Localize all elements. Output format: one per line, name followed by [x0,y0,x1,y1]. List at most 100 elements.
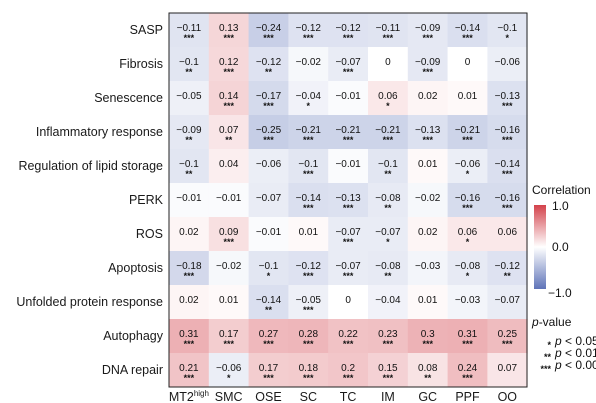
cell-value-label: 0.02 [418,91,438,102]
cell-value-label: −0.03 [455,295,481,306]
cell-significance-stars: *** [502,101,513,111]
heatmap-cell [288,217,329,252]
heatmap-cell [208,319,250,354]
row-label: PERK [129,193,164,207]
cell-value-label: 0.01 [299,227,319,238]
cell-significance-stars: *** [184,373,195,383]
heatmap-cell [328,81,369,116]
heatmap-cell [368,319,409,354]
pvalue-legend-title: p-value [531,315,572,329]
heatmap-cell [487,47,528,82]
heatmap-cell [208,149,250,184]
cell-value-label: −0.12 [335,23,361,34]
cell-significance-stars: *** [184,33,195,43]
heatmap-cell [288,251,329,286]
cell-significance-stars: *** [303,271,314,281]
heatmap-cell [328,13,369,48]
heatmap-cell [328,353,369,388]
heatmap-cell [288,13,329,48]
cell-significance-stars: *** [462,135,473,145]
column-label: PPF [455,390,480,403]
cell-value-label: 0 [345,295,351,306]
cell-significance-stars: *** [343,67,354,77]
heatmap-cell [288,183,329,218]
pvalue-threshold: p < 0.001 [554,358,596,372]
pvalue-threshold: p < 0.01 [554,346,596,360]
heatmap-cell [208,251,250,286]
cell-significance-stars: *** [422,33,433,43]
row-label: Unfolded protein response [16,295,163,309]
heatmap-cell [169,183,210,218]
heatmap-cell [447,251,488,286]
legend-title: Correlation [532,183,591,197]
heatmap-cell [487,217,528,252]
column-label: IM [381,390,395,403]
heatmap-cell [208,115,250,150]
heatmap-cell [447,13,488,48]
cell-value-label: 0.18 [299,363,319,374]
cell-significance-stars: *** [383,339,394,349]
heatmap-cell [487,81,528,116]
cell-significance-stars: *** [263,373,274,383]
column-label: TC [340,390,357,403]
heatmap-cell [288,81,329,116]
heatmap-cell [407,13,449,48]
cell-significance-stars: *** [263,135,274,145]
cell-significance-stars: *** [223,237,234,247]
heatmap-cell [328,285,369,320]
cell-value-label: −0.09 [415,23,441,34]
heatmap-cell [487,149,528,184]
column-label: SC [300,390,317,403]
heatmap-cell [208,81,250,116]
plot-frame [168,12,528,388]
cell-significance-stars: *** [303,33,314,43]
cell-significance-stars: *** [303,305,314,315]
cell-value-label: −0.06 [455,159,481,170]
cell-value-label: 0.12 [219,57,239,68]
cell-significance-stars: *** [343,339,354,349]
pvalue-stars: ** [544,352,552,362]
heatmap-cell [368,13,409,48]
heatmap-cell [487,319,528,354]
column-label: GC [418,390,437,403]
cell-significance-stars: *** [223,339,234,349]
cell-value-label: −0.13 [335,193,361,204]
heatmap-cell [248,251,289,286]
cell-significance-stars: * [307,101,311,111]
cell-significance-stars: *** [263,101,274,111]
heatmap-cell [487,13,528,48]
cell-value-label: −0.01 [216,193,242,204]
cell-significance-stars: ** [384,169,392,179]
cell-value-label: −0.06 [495,57,521,68]
cell-significance-stars: *** [383,135,394,145]
cell-significance-stars: *** [343,271,354,281]
pvalue-stars: *** [540,364,551,374]
cell-value-label: −0.09 [176,125,202,136]
row-label: Apoptosis [108,261,163,275]
cell-significance-stars: * [466,237,470,247]
heatmap-cell [368,217,409,252]
heatmap-cell [407,319,449,354]
row-label: Regulation of lipid storage [18,159,163,173]
cell-value-label: 0.3 [421,329,435,340]
cell-value-label: −0.09 [415,57,441,68]
row-label: Inflammatory response [36,125,163,139]
cell-value-label: 0.02 [418,227,438,238]
heatmap-cell [169,285,210,320]
cell-significance-stars: *** [223,33,234,43]
cell-value-label: −0.05 [296,295,322,306]
cell-value-label: 0.01 [458,91,478,102]
cell-value-label: −0.07 [375,227,401,238]
heatmap-cell [447,149,488,184]
cell-value-label: 0.17 [219,329,239,340]
heatmap-cell [487,115,528,150]
cell-significance-stars: * [506,33,510,43]
cell-value-label: −0.04 [375,295,401,306]
heatmap-cell [407,353,449,388]
heatmap-cell [447,81,488,116]
heatmap-cell [248,81,289,116]
cell-value-label: −0.17 [256,91,282,102]
heatmap-cell [407,285,449,320]
heatmap-cell [407,217,449,252]
heatmap-cell [248,217,289,252]
